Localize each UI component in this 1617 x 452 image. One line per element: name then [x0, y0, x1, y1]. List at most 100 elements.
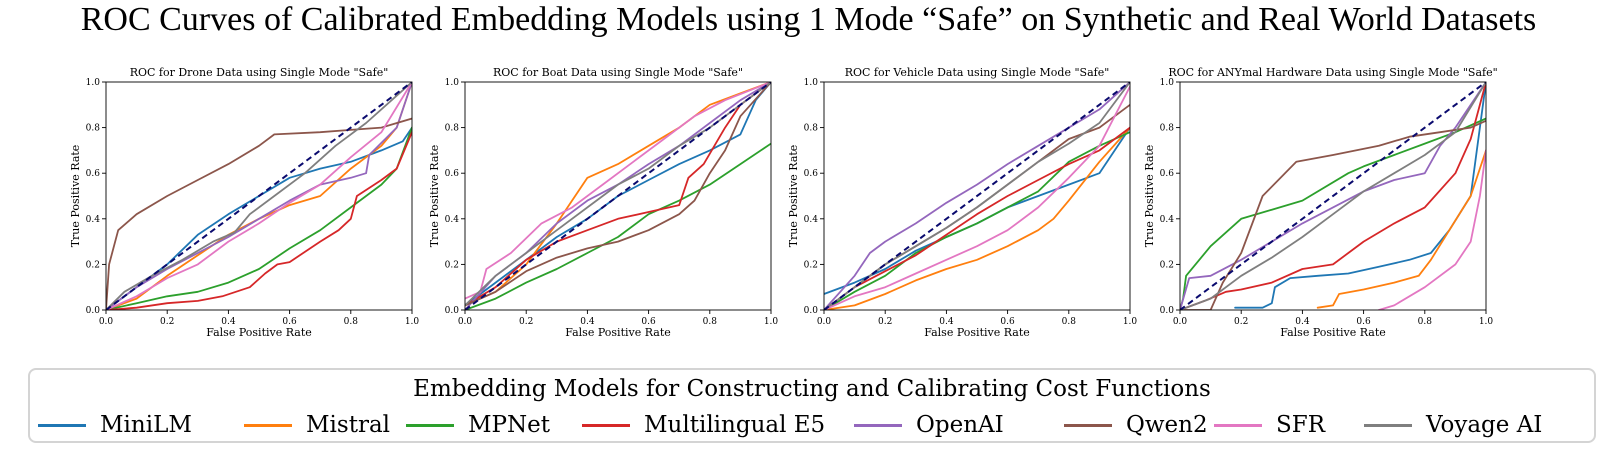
legend-label: Mistral: [306, 412, 391, 438]
y-tick-label: 0.8: [445, 124, 460, 134]
legend-swatch: [582, 423, 630, 427]
charts-area: ROC for Drone Data using Single Mode "Sa…: [69, 66, 1498, 339]
x-tick-label: 0.0: [458, 317, 473, 327]
y-tick-label: 1.0: [1160, 78, 1175, 88]
x-tick-label: 0.4: [580, 317, 595, 327]
x-tick-label: 1.0: [1479, 317, 1494, 327]
y-tick-label: 0.8: [86, 124, 101, 134]
x-axis-label: False Positive Rate: [206, 326, 312, 339]
series-line-mpnet: [1180, 117, 1486, 310]
legend-item-voyage-ai: Voyage AI: [1364, 410, 1542, 440]
x-tick-label: 0.8: [1418, 317, 1433, 327]
legend-swatch: [406, 423, 454, 427]
legend-item-minilm: MiniLM: [38, 410, 192, 440]
x-tick-label: 0.0: [1173, 317, 1188, 327]
series-line-voyage-ai: [1180, 82, 1486, 310]
series-line-mistral: [1316, 149, 1486, 309]
series-line-multilingual-e5: [1180, 82, 1486, 310]
y-tick-label: 1.0: [445, 78, 460, 88]
legend-label: Qwen2: [1126, 412, 1208, 438]
y-tick-label: 1.0: [86, 78, 101, 88]
x-tick-label: 0.6: [641, 317, 656, 327]
x-axis-label: False Positive Rate: [1280, 326, 1386, 339]
legend-label: OpenAI: [916, 412, 1004, 438]
series-line-voyage-ai: [465, 82, 771, 307]
y-tick-label: 0.2: [804, 260, 818, 270]
y-tick-label: 0.4: [1160, 215, 1175, 225]
legend-swatch: [244, 423, 292, 427]
chart-title: ROC for Drone Data using Single Mode "Sa…: [130, 66, 389, 79]
roc-chart-2: ROC for Boat Data using Single Mode "Saf…: [428, 66, 778, 339]
legend-swatch: [1364, 423, 1412, 427]
y-tick-label: 0.0: [804, 306, 819, 316]
y-tick-label: 0.0: [445, 306, 460, 316]
y-tick-label: 0.4: [804, 215, 819, 225]
chart-title: ROC for Boat Data using Single Mode "Saf…: [493, 66, 743, 79]
x-axis-label: False Positive Rate: [924, 326, 1030, 339]
diagonal-reference-line: [106, 82, 412, 310]
x-tick-label: 0.6: [1356, 317, 1371, 327]
x-tick-label: 0.0: [817, 317, 832, 327]
series-group: [1180, 82, 1486, 310]
x-axis-label: False Positive Rate: [565, 326, 671, 339]
diagonal-reference-line: [465, 82, 771, 310]
x-tick-label: 0.6: [1000, 317, 1015, 327]
y-tick-label: 0.4: [445, 215, 460, 225]
legend-label: Multilingual E5: [644, 412, 826, 438]
y-axis-label: True Positive Rate: [428, 145, 441, 248]
series-line-mpnet: [824, 131, 1130, 310]
legend-label: Voyage AI: [1426, 412, 1543, 438]
x-tick-label: 1.0: [405, 317, 420, 327]
series-line-sfr: [465, 82, 771, 300]
y-axis-label: True Positive Rate: [1143, 145, 1156, 248]
y-tick-label: 0.4: [86, 215, 101, 225]
series-line-sfr: [106, 82, 412, 310]
legend-item-qwen2: Qwen2: [1064, 410, 1208, 440]
legend-swatch: [1064, 423, 1112, 427]
legend-swatch: [854, 423, 902, 427]
roc-chart-1: ROC for Drone Data using Single Mode "Sa…: [69, 66, 419, 339]
series-group: [106, 82, 412, 310]
series-group: [465, 82, 771, 310]
series-line-minilm: [106, 126, 412, 310]
series-line-qwen2: [106, 117, 412, 310]
series-line-mpnet: [106, 126, 412, 310]
axes-frame: [105, 81, 413, 311]
y-tick-label: 0.6: [86, 169, 101, 179]
legend-title: Embedding Models for Constructing and Ca…: [413, 376, 1211, 402]
series-line-mistral: [824, 126, 1130, 310]
legend-items: MiniLM Mistral MPNet Multilingual E5 Ope…: [30, 410, 1594, 440]
legend-label: SFR: [1276, 412, 1326, 438]
y-tick-label: 0.8: [1160, 124, 1175, 134]
legend-item-mpnet: MPNet: [406, 410, 550, 440]
series-line-qwen2: [1180, 119, 1486, 310]
y-tick-label: 0.2: [445, 260, 459, 270]
legend-swatch: [1214, 423, 1262, 427]
y-tick-label: 0.0: [86, 306, 101, 316]
x-tick-label: 0.4: [221, 317, 236, 327]
axes-frame: [464, 81, 772, 311]
y-tick-label: 0.2: [86, 260, 100, 270]
x-tick-label: 0.4: [1295, 317, 1310, 327]
y-tick-label: 0.6: [445, 169, 460, 179]
series-line-mistral: [106, 82, 412, 310]
series-line-sfr: [1378, 149, 1486, 310]
roc-chart-3: ROC for Vehicle Data using Single Mode "…: [787, 66, 1137, 339]
series-line-qwen2: [465, 82, 771, 307]
diagonal-reference-line: [1180, 82, 1486, 310]
x-tick-label: 1.0: [1123, 317, 1138, 327]
legend-label: MiniLM: [100, 412, 192, 438]
y-tick-label: 0.6: [1160, 169, 1175, 179]
chart-title: ROC for ANYmal Hardware Data using Singl…: [1168, 66, 1497, 79]
series-line-multilingual-e5: [106, 131, 412, 310]
x-tick-label: 0.2: [1234, 317, 1248, 327]
y-tick-label: 0.0: [1160, 306, 1175, 316]
x-tick-label: 0.8: [344, 317, 359, 327]
diagonal-reference-line: [824, 82, 1130, 310]
x-tick-label: 0.0: [99, 317, 114, 327]
series-line-openai: [106, 82, 412, 310]
axes-frame: [1179, 81, 1487, 311]
x-tick-label: 0.2: [519, 317, 533, 327]
y-tick-label: 0.8: [804, 124, 819, 134]
y-axis-label: True Positive Rate: [69, 145, 82, 248]
